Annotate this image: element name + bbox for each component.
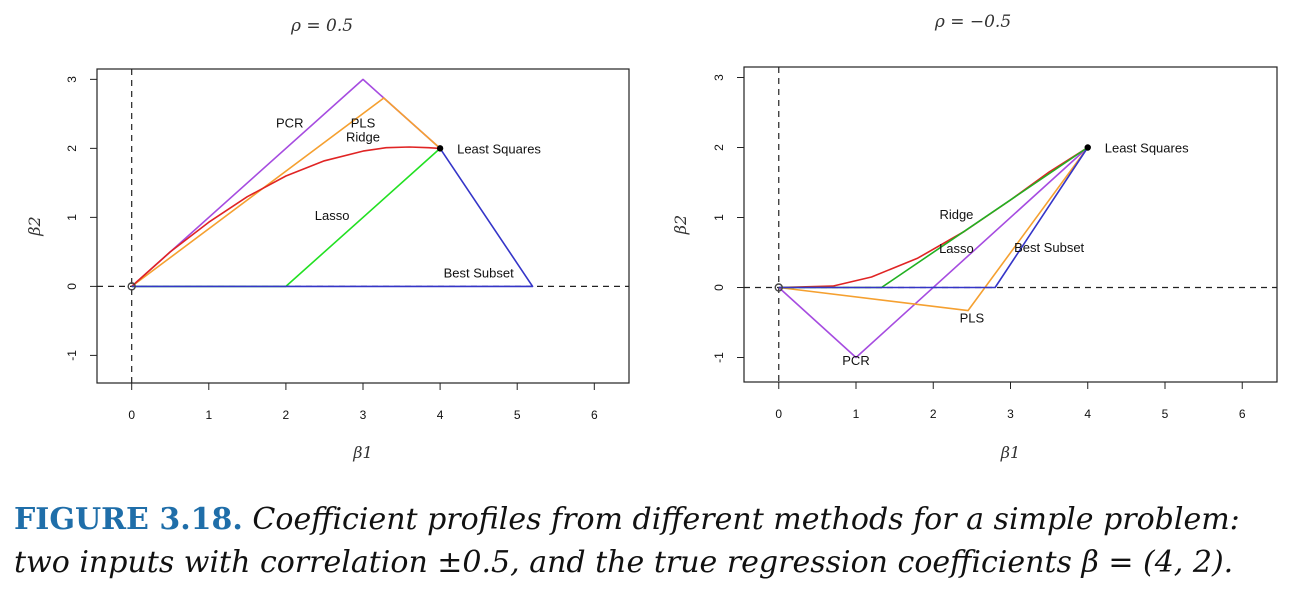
x-tick-label: 6 (1239, 407, 1246, 421)
series-label-ridge: Ridge (939, 207, 973, 222)
x-tick-label: 0 (775, 407, 782, 421)
x-tick-label: 1 (853, 407, 860, 421)
x-tick-label: 4 (1084, 407, 1091, 421)
series-label-pls: PLS (960, 311, 985, 326)
plot-frame (743, 66, 1278, 383)
x-tick-label: 6 (591, 408, 598, 422)
series-label-lasso: Lasso (939, 241, 974, 256)
series-line-pcr (778, 146, 1089, 359)
series-line-lasso (131, 147, 441, 288)
figure-caption: FIGURE 3.18. Coefficient profiles from d… (14, 498, 1299, 584)
figure: ρ = 0.5 0 1 2 3 4 5 6 -1 0 1 2 3 β1 β2 Least Squares PCR… (25, 12, 1278, 462)
origin-marker (774, 283, 783, 292)
series-label-ridge: Ridge (346, 129, 380, 144)
series-line-pls (778, 147, 1089, 312)
chart-title: ρ = 0.5 (290, 16, 353, 36)
y-tick-label: -1 (65, 350, 79, 361)
least-squares-label: Least Squares (1105, 141, 1189, 156)
y-tick-label: -1 (712, 352, 726, 363)
series-label-pls: PLS (351, 116, 376, 131)
series-label-lasso: Lasso (315, 208, 350, 223)
series-line-best-subset (778, 147, 1089, 289)
y-tick-label: 3 (712, 74, 726, 81)
x-axis-label: β1 (1000, 443, 1020, 462)
y-axis-label: β2 (25, 216, 44, 236)
series-label-pcr: PCR (842, 353, 869, 368)
series-line-ridge (131, 146, 441, 287)
origin-marker (127, 282, 136, 291)
x-tick-label: 5 (514, 408, 521, 422)
x-tick-label: 0 (128, 408, 135, 422)
y-tick-label: 2 (65, 145, 79, 152)
least-squares-label: Least Squares (457, 141, 541, 156)
series-line-pls (131, 97, 441, 288)
least-squares-point (1084, 144, 1091, 151)
series-label-best-subset: Best Subset (444, 265, 514, 280)
y-tick-label: 0 (712, 284, 726, 291)
chart-title: ρ = −0.5 (934, 12, 1011, 32)
x-tick-label: 3 (1007, 407, 1014, 421)
x-axis-label: β1 (352, 443, 372, 462)
x-tick-label: 5 (1162, 407, 1169, 421)
x-tick-label: 3 (360, 408, 367, 422)
chart-panel-1: ρ = 0.5 0 1 2 3 4 5 6 -1 0 1 2 3 β1 β2 Least Squares PCR… (25, 16, 630, 462)
y-axis-label: β2 (671, 215, 690, 235)
x-tick-label: 4 (437, 408, 444, 422)
x-tick-label: 2 (930, 407, 937, 421)
y-tick-label: 2 (712, 144, 726, 151)
x-tick-label: 2 (283, 408, 290, 422)
series-label-pcr: PCR (276, 116, 303, 131)
y-tick-label: 1 (712, 214, 726, 221)
x-tick-label: 1 (205, 408, 212, 422)
caption-lead: FIGURE 3.18. (14, 502, 243, 537)
y-tick-label: 3 (65, 76, 79, 83)
series-line-pcr (131, 78, 441, 287)
least-squares-point (436, 145, 444, 152)
caption-text: Coefficient profiles from different meth… (14, 502, 1240, 580)
series-line-ridge (778, 146, 1089, 289)
y-tick-label: 1 (65, 214, 79, 221)
series-line-best-subset (131, 147, 534, 288)
y-tick-label: 0 (65, 283, 79, 290)
chart-panel-2: ρ = −0.5 0 1 2 3 4 5 6 -1 0 1 2 3 β1 β2 Least Squares Ri… (671, 12, 1278, 462)
series-label-best-subset: Best Subset (1014, 240, 1084, 255)
